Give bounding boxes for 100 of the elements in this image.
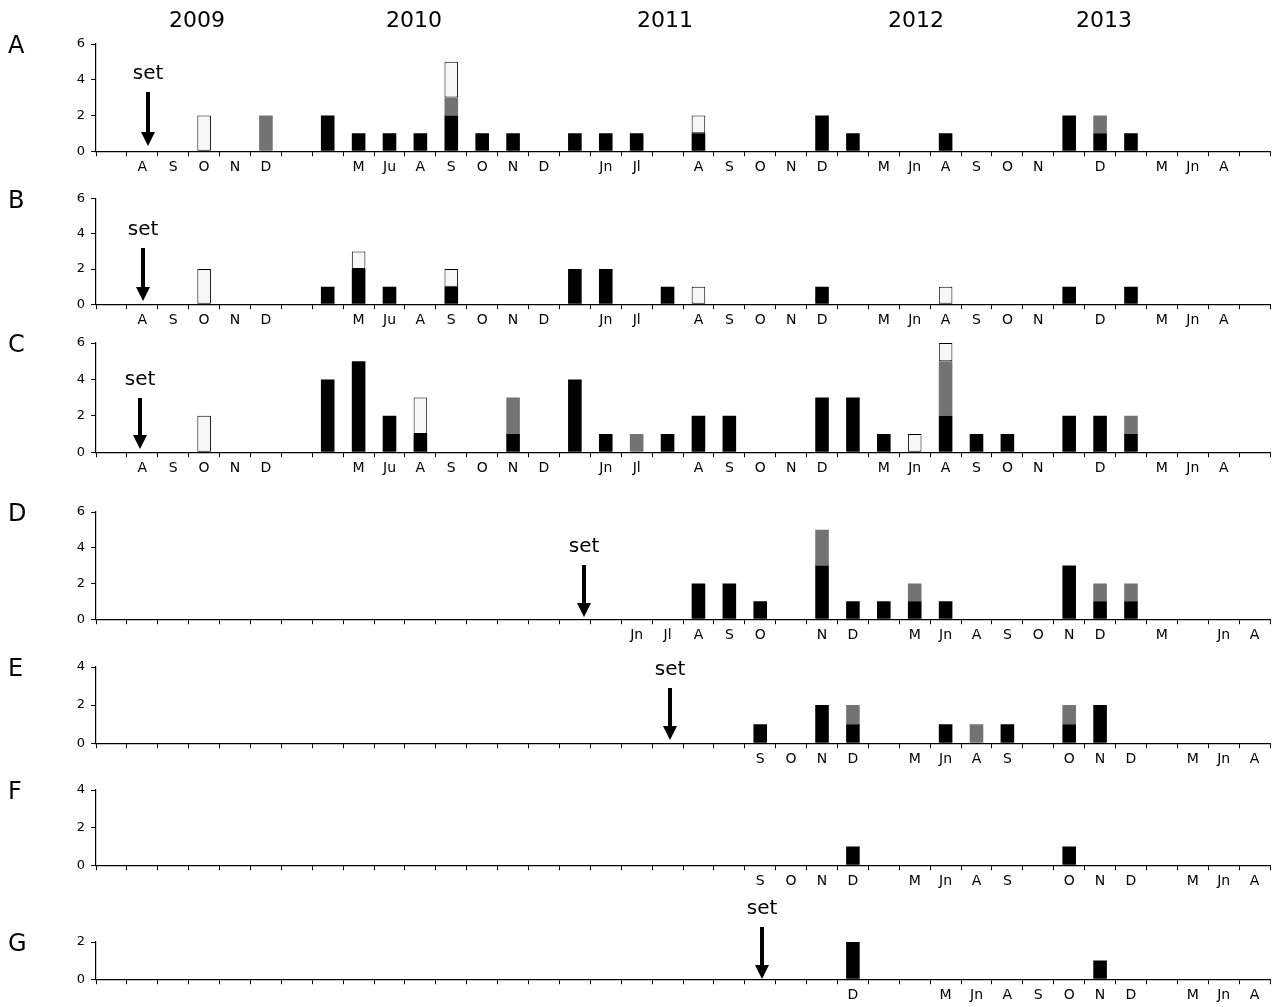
x-tick-label: A	[415, 459, 426, 476]
x-tick-label: Jn	[1185, 311, 1200, 328]
x-tick-label: Jn	[907, 311, 922, 328]
text: 2009	[169, 6, 225, 33]
x-tick-label: M	[352, 459, 365, 476]
x-tick-label: D	[1094, 459, 1106, 476]
x-tick-label: M	[877, 158, 890, 175]
x-tick-label: N	[785, 459, 797, 476]
x-tick-label: Jn	[907, 158, 922, 175]
x-tick-label: Jn	[598, 459, 613, 476]
chart-title: D	[8, 499, 27, 527]
y-tick-label: 0	[76, 856, 85, 872]
annotation: set	[568, 533, 600, 557]
y-tick-label: 0	[76, 295, 85, 311]
x-tick-label: Jn	[938, 750, 953, 767]
chart-title: E	[8, 654, 24, 682]
x-tick-label: M	[1155, 626, 1168, 643]
bar	[506, 397, 520, 434]
bar	[907, 583, 922, 602]
x-tick-label: A	[137, 459, 148, 476]
x-tick-label: A	[693, 311, 704, 328]
y-tick-label: 0	[76, 734, 85, 750]
x-tick-label: O	[754, 459, 766, 476]
x-tick-label: O	[1001, 158, 1013, 175]
x-tick-label: M	[1155, 158, 1168, 175]
x-tick-label: M	[908, 872, 921, 889]
x-tick-label: Jn	[1216, 986, 1231, 1003]
annotation: set	[132, 60, 164, 84]
x-tick-label: M	[352, 158, 365, 175]
x-tick-label: M	[908, 626, 921, 643]
annotation: set	[127, 216, 159, 240]
x-tick-label: N	[816, 750, 828, 767]
x-tick-label: O	[476, 459, 488, 476]
x-tick-label: D	[816, 158, 828, 175]
x-tick-label: N	[1094, 872, 1106, 889]
y-tick-label: 4	[76, 658, 85, 674]
x-tick-label: M	[939, 986, 952, 1003]
x-tick-label: O	[198, 311, 210, 328]
x-tick-label: N	[229, 311, 241, 328]
x-tick-label: A	[693, 158, 704, 175]
x-tick-label: Ju	[381, 311, 397, 328]
x-tick-label: N	[1063, 626, 1075, 643]
x-tick-label: S	[446, 311, 456, 328]
bar	[259, 115, 273, 151]
y-tick-label: 6	[76, 503, 85, 519]
x-tick-label: Jn	[629, 626, 644, 643]
x-tick-label: D	[538, 311, 550, 328]
x-tick-label: Jn	[1216, 750, 1231, 767]
x-tick-label: O	[476, 158, 488, 175]
x-tick-label: O	[754, 158, 766, 175]
x-tick-label: S	[1002, 750, 1012, 767]
x-tick-label: D	[260, 158, 272, 175]
x-tick-label: Ju	[381, 459, 397, 476]
x-tick-label: Jn	[1216, 872, 1231, 889]
x-tick-label: N	[1033, 311, 1044, 328]
x-tick-label: M	[1155, 459, 1168, 476]
x-tick-label: A	[940, 311, 951, 328]
x-tick-label: Ju	[381, 158, 397, 175]
x-tick-label: A	[693, 626, 704, 643]
x-tick-label: N	[1094, 750, 1106, 767]
x-tick-label: A	[971, 750, 982, 767]
y-tick-label: 2	[76, 260, 85, 276]
x-tick-label: D	[816, 459, 828, 476]
y-tick-label: 2	[76, 818, 85, 834]
y-tick-label: 6	[76, 190, 85, 206]
x-tick-label: O	[1032, 626, 1044, 643]
bar	[444, 97, 459, 116]
x-tick-label: A	[1249, 872, 1260, 889]
x-tick-label: D	[816, 311, 828, 328]
x-tick-label: A	[1249, 986, 1260, 1003]
x-tick-label: M	[877, 459, 890, 476]
x-tick-label: A	[137, 158, 148, 175]
bar	[1093, 115, 1107, 134]
x-tick-label: O	[754, 311, 766, 328]
x-tick-label: M	[1186, 872, 1199, 889]
x-tick-label: A	[1218, 158, 1229, 175]
x-tick-label: A	[1249, 626, 1260, 643]
y-tick-label: 4	[76, 71, 85, 87]
x-tick-label: N	[785, 311, 797, 328]
annotation: set	[124, 366, 156, 390]
chart-title: G	[8, 929, 27, 957]
x-tick-label: D	[1125, 986, 1137, 1003]
x-tick-label: O	[476, 311, 488, 328]
y-tick-label: 6	[76, 35, 85, 51]
x-tick-label: S	[724, 626, 734, 643]
x-tick-label: N	[816, 872, 828, 889]
x-tick-label: Jn	[938, 626, 953, 643]
x-tick-label: D	[538, 459, 550, 476]
x-tick-label: D	[1094, 311, 1106, 328]
x-tick-label: S	[168, 311, 178, 328]
chart-title: C	[8, 330, 25, 358]
x-tick-label: A	[693, 459, 704, 476]
x-tick-label: N	[1033, 459, 1044, 476]
y-tick-label: 6	[76, 334, 85, 350]
y-tick-label: 0	[76, 970, 85, 986]
x-tick-label: Jn	[1216, 626, 1231, 643]
x-tick-label: D	[1094, 158, 1106, 175]
x-tick-label: O	[198, 158, 210, 175]
x-tick-label: M	[877, 311, 890, 328]
y-tick-label: 4	[76, 225, 85, 241]
